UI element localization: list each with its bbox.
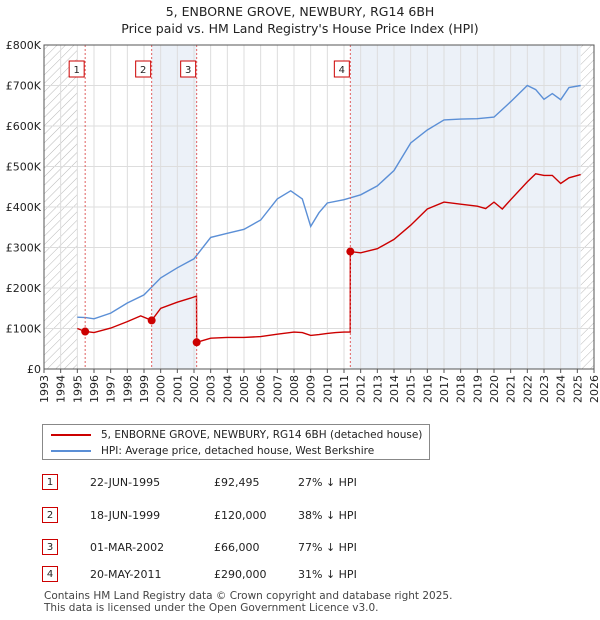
- legend-item-hpi: HPI: Average price, detached house, West…: [51, 443, 374, 459]
- x-tick-label: 2016: [421, 375, 434, 403]
- y-tick-label: £0: [27, 363, 41, 376]
- x-tick-label: 2026: [588, 375, 600, 403]
- footer-copyright: Contains HM Land Registry data © Crown c…: [44, 590, 453, 602]
- transaction-row-2: 2 18-JUN-1999 £120,000 38% ↓ HPI: [42, 507, 582, 525]
- x-tick-label: 2011: [338, 375, 351, 403]
- legend-swatch-property: [51, 434, 91, 436]
- x-tick-label: 2003: [205, 375, 218, 403]
- transaction-price: £290,000: [214, 568, 267, 581]
- x-tick-label: 2006: [255, 375, 268, 403]
- sale-number-label: 2: [140, 65, 146, 76]
- sale-number-box: [180, 60, 197, 78]
- sale-point: [147, 316, 156, 325]
- price-chart: 1 2 3 4 £0 £100K £200K £300K £400K £500K £600K £70…: [6, 39, 600, 403]
- x-tick-label: 2021: [505, 375, 518, 403]
- series-line-hpi: [77, 84, 581, 320]
- sale-point: [346, 247, 355, 256]
- transaction-hpi-diff: 27% ↓ HPI: [298, 476, 357, 489]
- footer-licence: This data is licensed under the Open Gov…: [44, 602, 379, 614]
- x-tick-label: 2008: [288, 375, 301, 403]
- y-tick-label: £500K: [6, 161, 42, 174]
- transaction-date: 20-MAY-2011: [90, 568, 162, 581]
- sale-number-box: [135, 60, 152, 78]
- transaction-hpi-diff: 38% ↓ HPI: [298, 509, 357, 522]
- sale-number-box: [333, 60, 350, 78]
- x-tick-label: 2024: [555, 375, 568, 403]
- transaction-number: 3: [42, 539, 58, 555]
- x-tick-label: 2005: [238, 375, 251, 403]
- y-tick-label: £300K: [6, 242, 42, 255]
- y-tick-label: £200K: [6, 282, 42, 295]
- transaction-price: £66,000: [214, 541, 260, 554]
- sale-number-label: 3: [185, 65, 191, 76]
- x-tick-label: 1997: [105, 375, 118, 403]
- x-tick-label: 2002: [188, 375, 201, 403]
- x-tick-label: 2014: [388, 375, 401, 403]
- x-tick-label: 1998: [121, 375, 134, 403]
- series-line-property: [77, 173, 581, 344]
- legend-label-hpi: HPI: Average price, detached house, West…: [101, 445, 375, 457]
- plot-frame: [43, 44, 595, 370]
- x-tick-label: 1996: [88, 375, 101, 403]
- transaction-date: 18-JUN-1999: [90, 509, 161, 522]
- transaction-row-4: 4 20-MAY-2011 £290,000 31% ↓ HPI: [42, 566, 582, 584]
- x-tick-label: 2020: [488, 375, 501, 403]
- x-tick-label: 2007: [271, 375, 284, 403]
- legend-item-property: 5, ENBORNE GROVE, NEWBURY, RG14 6BH (det…: [51, 427, 422, 443]
- x-tick-label: 2013: [371, 375, 384, 403]
- transaction-row-1: 1 22-JUN-1995 £92,495 27% ↓ HPI: [42, 474, 582, 492]
- x-tick-label: 2022: [521, 375, 534, 403]
- x-tick-label: 2000: [155, 375, 168, 403]
- transaction-date: 01-MAR-2002: [90, 541, 165, 554]
- transaction-number: 4: [42, 566, 58, 582]
- transaction-number: 2: [42, 507, 58, 523]
- chart-legend: 5, ENBORNE GROVE, NEWBURY, RG14 6BH (det…: [42, 424, 430, 460]
- x-tick-label: 1999: [138, 375, 151, 403]
- x-tick-label: 1993: [38, 375, 51, 403]
- x-tick-label: 2017: [438, 375, 451, 403]
- x-tick-label: 2004: [221, 375, 234, 403]
- sale-number-label: 4: [339, 65, 345, 76]
- transaction-price: £92,495: [214, 476, 260, 489]
- x-tick-label: 2015: [405, 375, 418, 403]
- chart-title: 5, ENBORNE GROVE, NEWBURY, RG14 6BH: [165, 4, 435, 19]
- y-tick-label: £400K: [6, 201, 42, 214]
- chart-subtitle: Price paid vs. HM Land Registry's House …: [121, 21, 479, 36]
- sale-number-box: [68, 60, 85, 78]
- transaction-hpi-diff: 31% ↓ HPI: [298, 568, 357, 581]
- x-tick-label: 2025: [571, 375, 584, 403]
- transaction-date: 22-JUN-1995: [90, 476, 161, 489]
- x-tick-label: 2009: [305, 375, 318, 403]
- x-tick-label: 2012: [355, 375, 368, 403]
- y-tick-label: £700K: [6, 80, 42, 93]
- transaction-number: 1: [42, 474, 58, 490]
- legend-swatch-hpi: [51, 450, 91, 452]
- y-tick-label: £100K: [6, 323, 42, 336]
- legend-label-property: 5, ENBORNE GROVE, NEWBURY, RG14 6BH (det…: [101, 429, 423, 441]
- x-tick-label: 2001: [171, 375, 184, 403]
- x-tick-label: 1994: [55, 375, 68, 403]
- x-tick-label: 1995: [71, 375, 84, 403]
- y-tick-label: £800K: [6, 39, 42, 52]
- sale-number-label: 1: [73, 65, 79, 76]
- transaction-price: £120,000: [214, 509, 267, 522]
- transaction-hpi-diff: 77% ↓ HPI: [298, 541, 357, 554]
- x-tick-label: 2018: [455, 375, 468, 403]
- x-tick-label: 2010: [321, 375, 334, 403]
- y-tick-label: £600K: [6, 120, 42, 133]
- x-tick-label: 2023: [538, 375, 551, 403]
- transaction-row-3: 3 01-MAR-2002 £66,000 77% ↓ HPI: [42, 539, 582, 557]
- x-tick-label: 2019: [471, 375, 484, 403]
- sale-point: [192, 338, 201, 347]
- sale-point: [81, 327, 90, 336]
